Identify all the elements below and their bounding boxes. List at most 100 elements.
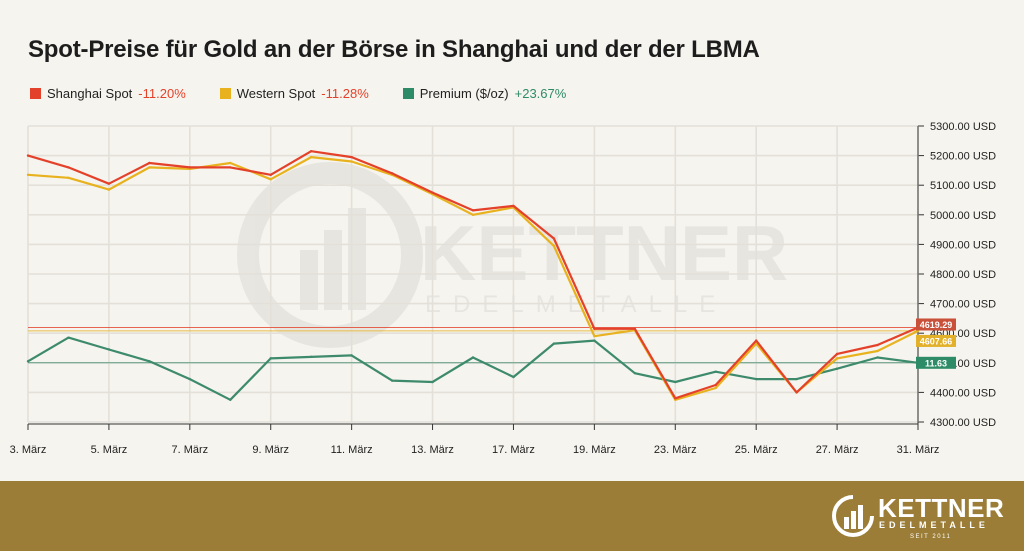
x-tick-label: 11. März: [331, 444, 373, 456]
data-point: [107, 188, 111, 191]
watermark-bar: [324, 230, 342, 310]
data-point: [512, 375, 515, 379]
data-point: [188, 166, 192, 169]
watermark-ring: [237, 162, 423, 348]
y-tick-label: 4900.00 USD: [930, 239, 996, 251]
end-label-bg-western: [916, 334, 956, 347]
data-point: [350, 160, 353, 163]
data-point: [471, 356, 475, 359]
watermark-bar: [300, 250, 318, 310]
data-point: [633, 327, 637, 330]
data-point: [148, 161, 151, 165]
legend: Shanghai Spot -11.20% Western Spot -11.2…: [30, 86, 566, 101]
logo-mark-icon: [832, 495, 874, 537]
data-point: [107, 182, 111, 185]
data-point: [269, 357, 272, 360]
data-point: [67, 166, 70, 169]
data-point: [26, 154, 30, 157]
legend-change-shanghai: -11.20%: [138, 86, 186, 101]
data-point: [229, 398, 232, 401]
series-line-premium: [27, 336, 919, 401]
data-point: [835, 352, 839, 356]
data-point: [390, 379, 394, 382]
data-point: [67, 336, 70, 339]
y-tick-label: 5200.00 USD: [930, 151, 996, 163]
legend-label-premium: Premium ($/oz): [419, 86, 509, 101]
data-point: [552, 237, 556, 240]
data-point: [754, 339, 758, 342]
logo-seit: SEIT 2011: [910, 534, 952, 540]
data-point: [795, 377, 798, 381]
data-point: [633, 371, 637, 375]
legend-swatch-shanghai: [30, 88, 41, 99]
data-point: [269, 173, 272, 177]
data-point: [350, 155, 353, 159]
x-tick-label: 31. März: [897, 444, 940, 456]
data-point: [309, 355, 313, 359]
y-tick-label: 5300.00 USD: [930, 121, 996, 133]
data-point: [67, 176, 70, 179]
data-point: [269, 178, 272, 181]
x-tick-label: 25. März: [735, 444, 778, 456]
data-point: [876, 343, 879, 347]
data-point: [876, 356, 879, 359]
chart-title: Spot-Preise für Gold an der Börse in Sha…: [28, 36, 760, 63]
watermark-text: KETTNER: [420, 209, 788, 297]
data-point: [876, 349, 879, 353]
data-point: [26, 173, 30, 177]
end-label-bg-premium: [916, 356, 956, 369]
data-point: [26, 360, 30, 363]
data-point: [309, 155, 313, 159]
legend-swatch-western: [219, 88, 231, 99]
end-label-shanghai: 4619.29: [920, 320, 953, 330]
logo-sub: EDELMETALLE: [879, 520, 989, 530]
end-label-western: 4607.66: [920, 336, 953, 346]
x-tick-label: 9. März: [252, 444, 289, 456]
x-tick-label: 5. März: [91, 444, 128, 456]
x-tick-label: 3. März: [10, 444, 47, 456]
data-point: [431, 380, 434, 384]
data-point: [674, 380, 677, 384]
watermark-bar: [348, 208, 366, 310]
footer-bar: KETTNER EDELMETALLE SEIT 2011: [0, 481, 1024, 551]
kettner-logo[interactable]: KETTNER EDELMETALLE SEIT 2011: [832, 491, 1004, 543]
data-point: [148, 166, 151, 169]
x-tick-label: 19. März: [573, 444, 616, 456]
y-tick-label: 4300.00 USD: [930, 417, 996, 429]
data-point: [714, 370, 717, 373]
legend-item-shanghai[interactable]: Shanghai Spot -11.20%: [30, 86, 186, 101]
data-point: [835, 367, 839, 370]
legend-item-western[interactable]: Western Spot -11.28%: [219, 86, 369, 101]
watermark-subtext: EDELMETALLE: [425, 291, 727, 318]
data-point: [714, 383, 717, 387]
data-point: [593, 339, 596, 342]
legend-change-premium: +23.67%: [514, 86, 567, 101]
y-tick-label: 5100.00 USD: [930, 180, 996, 192]
x-tick-label: 23. März: [654, 444, 697, 456]
y-tick-label: 4800.00 USD: [930, 269, 996, 281]
data-point: [593, 327, 596, 330]
data-point: [148, 360, 151, 363]
y-tick-label: 4400.00 USD: [930, 387, 996, 399]
data-point: [107, 348, 111, 351]
data-point: [552, 342, 556, 345]
logo-name: KETTNER: [878, 493, 1005, 523]
data-point: [795, 391, 798, 394]
data-point: [309, 149, 313, 153]
data-point: [714, 386, 717, 390]
data-point: [229, 166, 232, 169]
data-point: [835, 357, 839, 360]
y-tick-label: 4700.00 USD: [930, 299, 996, 311]
legend-label-shanghai: Shanghai Spot: [47, 86, 133, 101]
x-tick-label: 27. März: [816, 444, 859, 456]
data-point: [431, 191, 434, 194]
data-point: [229, 161, 232, 165]
data-point: [471, 213, 475, 216]
end-label-premium: 11.63: [925, 358, 947, 368]
legend-change-western: -11.28%: [321, 86, 369, 101]
x-tick-label: 13. März: [411, 444, 454, 456]
data-point: [754, 377, 758, 381]
legend-item-premium[interactable]: Premium ($/oz) +23.67%: [402, 86, 567, 101]
data-point: [552, 244, 556, 248]
